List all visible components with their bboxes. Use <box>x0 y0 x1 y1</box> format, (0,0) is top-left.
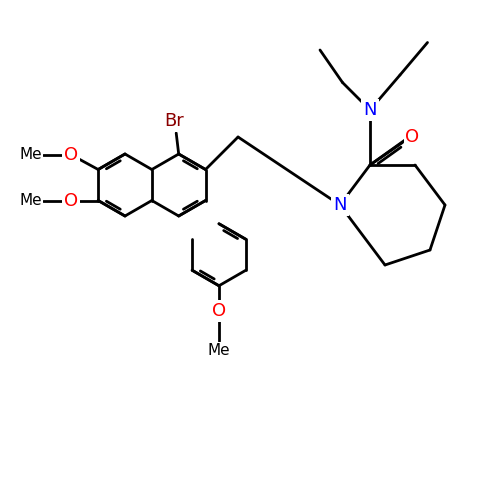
Text: Me: Me <box>20 193 42 208</box>
Text: Me: Me <box>20 147 42 162</box>
Text: O: O <box>64 146 78 164</box>
Text: Br: Br <box>164 112 184 130</box>
Text: Me: Me <box>208 343 231 358</box>
Text: N: N <box>363 101 377 119</box>
Text: O: O <box>64 192 78 210</box>
Text: O: O <box>406 128 419 146</box>
Text: N: N <box>333 196 347 214</box>
Text: O: O <box>212 302 226 320</box>
